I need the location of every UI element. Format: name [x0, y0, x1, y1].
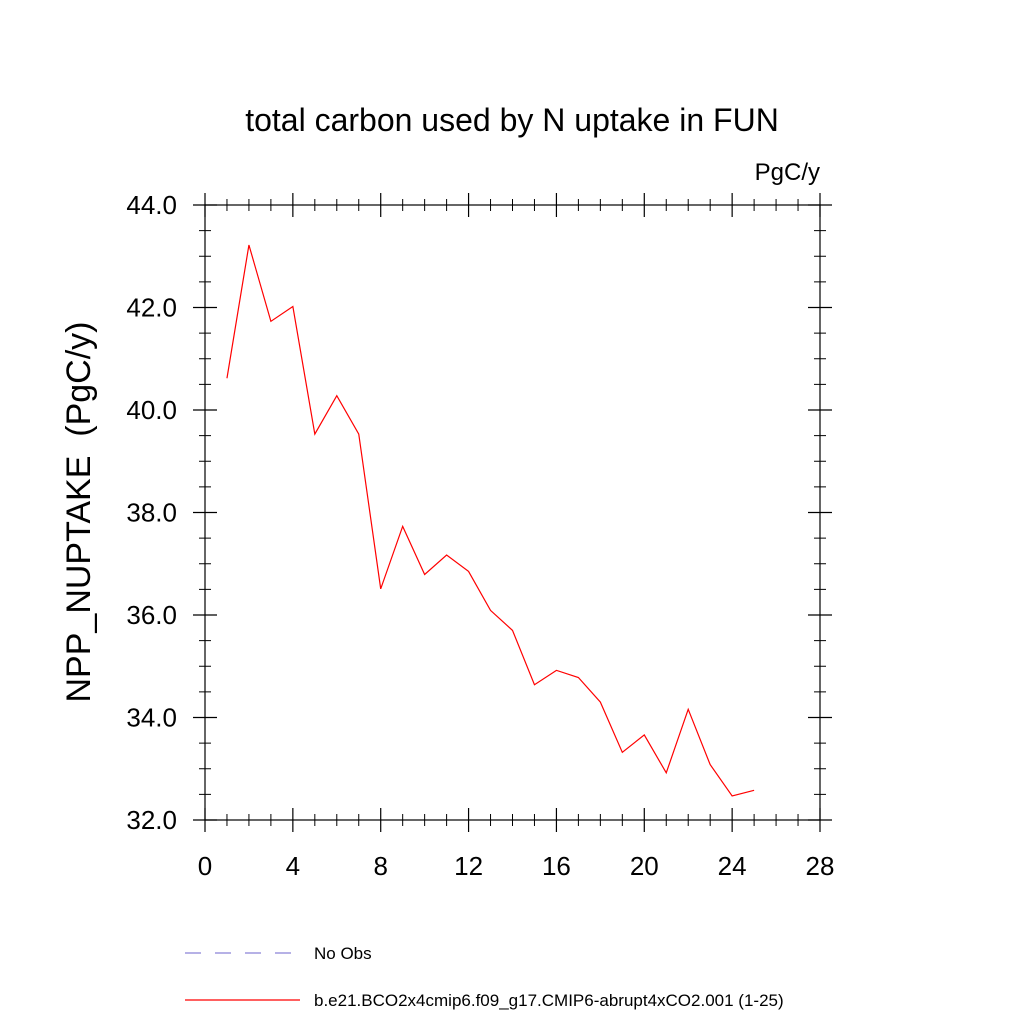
- y-tick-label: 34.0: [126, 703, 177, 733]
- y-tick-label: 36.0: [126, 600, 177, 630]
- series-line-0: [226, 244, 755, 797]
- legend-label: b.e21.BCO2x4cmip6.f09_g17.CMIP6-abrupt4x…: [314, 991, 784, 1010]
- series-layer: [226, 244, 755, 797]
- y-tick-label: 40.0: [126, 395, 177, 425]
- x-tick-label: 16: [542, 851, 571, 881]
- axes: 0 4 8 12 16 20 24 28 32.0 34.0 36.0 38.0 40.0 42.0 44.…: [126, 190, 834, 881]
- y-axis-label: NPP_NUPTAKE (PgC/y): [60, 321, 98, 702]
- x-tick-label: 20: [630, 851, 659, 881]
- x-tick-label: 24: [718, 851, 747, 881]
- legend-label: No Obs: [314, 944, 372, 963]
- units-label: PgC/y: [755, 159, 820, 186]
- y-tick-label: 42.0: [126, 293, 177, 323]
- y-tick-label: 38.0: [126, 498, 177, 528]
- x-tick-label: 4: [286, 851, 300, 881]
- chart-title: total carbon used by N uptake in FUN: [245, 102, 779, 138]
- x-tick-label: 28: [806, 851, 835, 881]
- y-tick-label: 44.0: [126, 190, 177, 220]
- x-tick-label: 0: [198, 851, 212, 881]
- plot-frame: [204, 204, 821, 821]
- x-tick-label: 8: [373, 851, 387, 881]
- x-tick-label: 12: [454, 851, 483, 881]
- y-tick-label: 32.0: [126, 805, 177, 835]
- legend: No Obs b.e21.BCO2x4cmip6.f09_g17.CMIP6-ab…: [185, 944, 784, 1010]
